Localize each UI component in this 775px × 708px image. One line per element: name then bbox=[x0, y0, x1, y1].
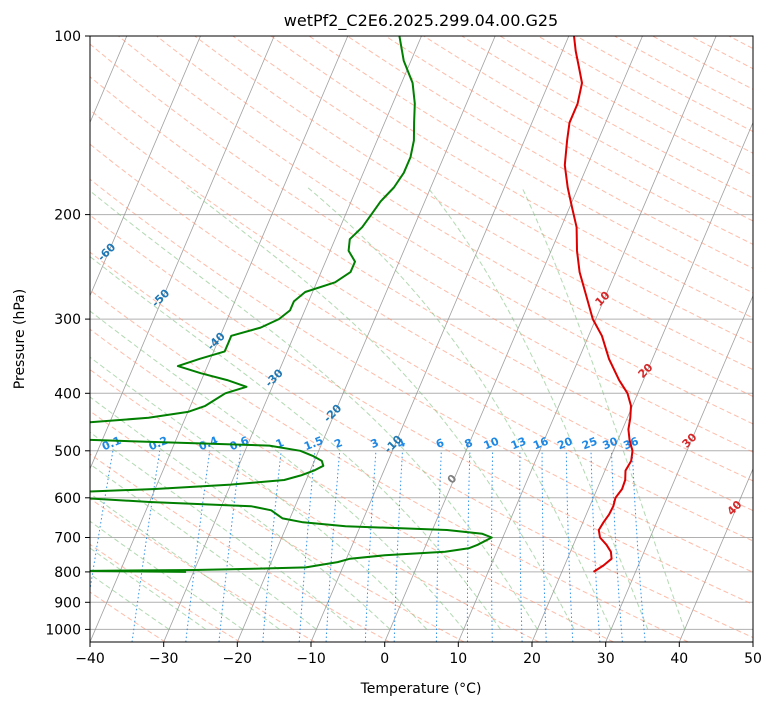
y-tick-label: 700 bbox=[54, 531, 81, 547]
isotherm-line bbox=[163, 36, 422, 642]
dewpoint-profile-line bbox=[90, 36, 493, 573]
dry-adiabat-line bbox=[347, 36, 753, 269]
moist-adiabat-line bbox=[521, 187, 686, 630]
dry-adiabat-line bbox=[232, 36, 753, 345]
mixing-ratio-line bbox=[131, 450, 161, 642]
isotherm-line bbox=[310, 36, 570, 642]
mixing-ratio-label: 1 bbox=[274, 436, 286, 451]
x-tick-label: 30 bbox=[597, 651, 615, 667]
isotherm-line bbox=[90, 36, 349, 642]
dry-adiabat-line bbox=[90, 109, 753, 512]
mixing-ratio-line bbox=[218, 450, 241, 642]
dry-adiabat-line bbox=[90, 251, 753, 639]
plot-area bbox=[90, 36, 753, 642]
isotherm-line bbox=[678, 467, 753, 642]
moist-adiabat-line bbox=[90, 356, 428, 630]
mixing-ratio-line bbox=[631, 450, 646, 642]
series-lines bbox=[90, 36, 634, 573]
y-tick-label: 100 bbox=[54, 29, 81, 45]
y-axis-label: Pressure (hPa) bbox=[12, 289, 28, 389]
moist-adiabat-line bbox=[90, 255, 501, 630]
dry-adiabat-line bbox=[194, 36, 753, 371]
x-tick-label: −30 bbox=[149, 651, 179, 667]
moist-adiabat-line bbox=[90, 190, 538, 630]
x-tick-label: −20 bbox=[223, 651, 253, 667]
dry-adiabat-line bbox=[118, 36, 753, 425]
chart-title: wetPf2_C2E6.2025.299.04.00.G25 bbox=[284, 11, 558, 31]
y-tick-label: 900 bbox=[54, 595, 81, 611]
x-tick-label: 0 bbox=[380, 651, 389, 667]
mixing-ratio-label: 10 bbox=[482, 435, 501, 453]
temperature-profile-line bbox=[563, 36, 634, 573]
y-tick-label: 500 bbox=[54, 444, 81, 460]
y-tick-label: 1000 bbox=[45, 622, 81, 638]
dry-adiabat-line bbox=[499, 36, 753, 176]
mixing-ratio-label: 3 bbox=[369, 436, 381, 451]
x-tick-label: 50 bbox=[744, 651, 762, 667]
isotherm-line bbox=[457, 36, 717, 642]
y-tick-label: 300 bbox=[54, 312, 81, 328]
mixing-ratio-label: 8 bbox=[463, 436, 475, 451]
y-tick-label: 600 bbox=[54, 491, 81, 507]
y-tick-label: 200 bbox=[54, 208, 81, 224]
mixing-ratio-line bbox=[262, 450, 282, 642]
dry-adiabat-line bbox=[90, 368, 540, 642]
axis-ticks: −40 −30 −20 −10 0 10 20 30 40 50 100 200 300 400 500 60… bbox=[45, 29, 762, 667]
mixing-ratio-label: 25 bbox=[580, 435, 599, 453]
x-tick-label: 40 bbox=[670, 651, 688, 667]
isotherm-line bbox=[384, 36, 643, 642]
x-tick-label: 10 bbox=[449, 651, 467, 667]
mixing-ratio-line bbox=[185, 450, 211, 642]
mixing-ratio-label: 30 bbox=[601, 435, 620, 453]
background-lines bbox=[90, 36, 753, 642]
x-tick-label: −40 bbox=[75, 651, 105, 667]
isotherm-line bbox=[236, 36, 496, 642]
isotherm-line bbox=[90, 36, 275, 470]
dry-adiabat-line bbox=[308, 36, 753, 294]
moist-adiabat-line bbox=[90, 396, 391, 630]
dry-adiabat-line bbox=[461, 36, 753, 199]
dry-adiabat-line bbox=[90, 214, 753, 605]
mixing-ratio-label: 13 bbox=[509, 435, 528, 453]
x-tick-label: −10 bbox=[296, 651, 326, 667]
dry-adiabat-line bbox=[90, 328, 614, 642]
mixing-ratio-label: 16 bbox=[531, 435, 550, 453]
moist-adiabat-line bbox=[307, 187, 612, 630]
isotherm-line bbox=[531, 121, 753, 642]
isotherm-line bbox=[605, 294, 753, 642]
moist-adiabat-line bbox=[90, 492, 280, 630]
mixing-ratio-line bbox=[90, 450, 114, 593]
isotherm-line bbox=[90, 36, 201, 297]
x-axis-label: Temperature (°C) bbox=[360, 681, 482, 697]
x-tick-label: 20 bbox=[523, 651, 541, 667]
y-tick-label: 400 bbox=[54, 386, 81, 402]
dry-adiabat-line bbox=[156, 36, 753, 398]
dry-adiabat-line bbox=[90, 76, 753, 482]
moist-adiabat-line bbox=[90, 520, 243, 630]
moist-adiabat-line bbox=[90, 573, 170, 630]
mixing-ratio-label: 20 bbox=[555, 435, 574, 453]
moist-adiabat-line bbox=[90, 310, 465, 630]
moist-adiabat-line bbox=[427, 187, 649, 630]
moist-adiabat-line bbox=[90, 431, 354, 630]
moist-adiabat-line bbox=[185, 187, 575, 630]
dry-adiabat-line bbox=[423, 36, 753, 222]
moist-adiabat-line bbox=[90, 547, 207, 630]
y-tick-label: 800 bbox=[54, 565, 81, 581]
mixing-ratio-label: 2 bbox=[332, 436, 344, 451]
plot-frame bbox=[89, 35, 754, 643]
dry-adiabat-line bbox=[90, 43, 753, 453]
